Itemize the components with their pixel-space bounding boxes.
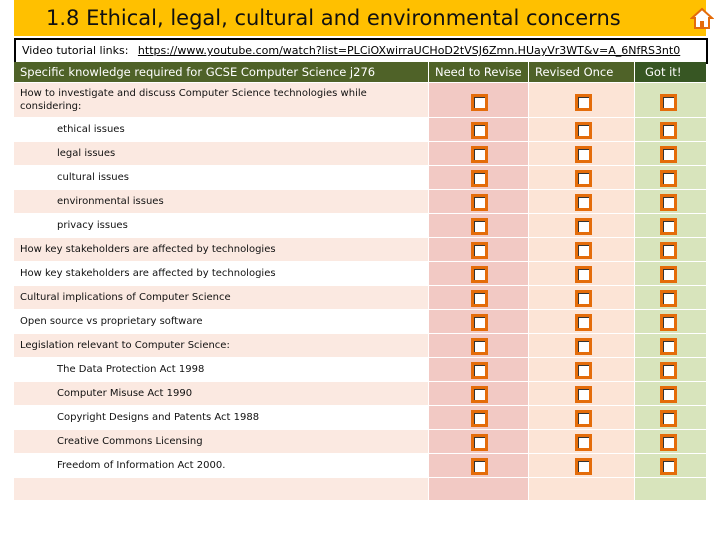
checkbox[interactable] xyxy=(471,146,488,163)
checkbox[interactable] xyxy=(575,410,592,427)
checkbox[interactable] xyxy=(471,218,488,235)
checkbox[interactable] xyxy=(471,290,488,307)
row-label: Open source vs proprietary software xyxy=(14,310,428,334)
link-label: Video tutorial links: xyxy=(22,44,129,57)
row-label: Copyright Designs and Patents Act 1988 xyxy=(14,406,428,430)
checkbox[interactable] xyxy=(471,386,488,403)
checkbox[interactable] xyxy=(660,122,677,139)
column-header: Revised Once xyxy=(528,62,634,82)
checkbox[interactable] xyxy=(575,290,592,307)
status-cell xyxy=(428,478,528,501)
home-icon[interactable] xyxy=(690,6,714,30)
video-link[interactable]: https://www.youtube.com/watch?list=PLCiO… xyxy=(137,44,681,57)
empty-row xyxy=(14,478,428,501)
checkbox[interactable] xyxy=(660,194,677,211)
row-label: Freedom of Information Act 2000. xyxy=(14,454,428,478)
checkbox[interactable] xyxy=(575,362,592,379)
row-label: Computer Misuse Act 1990 xyxy=(14,382,428,406)
checkbox[interactable] xyxy=(660,94,677,111)
checkbox[interactable] xyxy=(575,434,592,451)
checkbox[interactable] xyxy=(575,170,592,187)
row-label: privacy issues xyxy=(14,214,428,238)
row-label: Creative Commons Licensing xyxy=(14,430,428,454)
row-label: cultural issues xyxy=(14,166,428,190)
checkbox[interactable] xyxy=(575,146,592,163)
checkbox[interactable] xyxy=(575,458,592,475)
status-cell xyxy=(634,478,706,501)
checkbox[interactable] xyxy=(471,434,488,451)
checkbox[interactable] xyxy=(575,338,592,355)
link-row: Video tutorial links: https://www.youtub… xyxy=(14,38,708,64)
checkbox[interactable] xyxy=(660,146,677,163)
checkbox[interactable] xyxy=(660,290,677,307)
checkbox[interactable] xyxy=(660,458,677,475)
checkbox[interactable] xyxy=(660,266,677,283)
checkbox[interactable] xyxy=(471,170,488,187)
row-label: The Data Protection Act 1998 xyxy=(14,358,428,382)
checkbox[interactable] xyxy=(471,362,488,379)
checkbox[interactable] xyxy=(575,94,592,111)
checkbox[interactable] xyxy=(471,266,488,283)
checkbox[interactable] xyxy=(471,94,488,111)
row-label: ethical issues xyxy=(14,118,428,142)
checkbox[interactable] xyxy=(660,218,677,235)
checkbox[interactable] xyxy=(471,338,488,355)
checkbox[interactable] xyxy=(575,314,592,331)
checkbox[interactable] xyxy=(660,242,677,259)
title: 1.8 Ethical, legal, cultural and environ… xyxy=(46,6,621,30)
checkbox[interactable] xyxy=(575,242,592,259)
column-header: Got it! xyxy=(634,62,706,82)
row-label: environmental issues xyxy=(14,190,428,214)
checkbox[interactable] xyxy=(660,362,677,379)
checkbox[interactable] xyxy=(575,218,592,235)
checkbox[interactable] xyxy=(660,314,677,331)
checkbox[interactable] xyxy=(660,386,677,403)
row-label: Cultural implications of Computer Scienc… xyxy=(14,286,428,310)
checkbox[interactable] xyxy=(471,122,488,139)
title-bar: 1.8 Ethical, legal, cultural and environ… xyxy=(14,0,714,36)
column-header: Need to Revise xyxy=(428,62,528,82)
row-label: Legislation relevant to Computer Science… xyxy=(14,334,428,358)
checkbox[interactable] xyxy=(660,410,677,427)
row-label: How key stakeholders are affected by tec… xyxy=(14,238,428,262)
checkbox[interactable] xyxy=(471,314,488,331)
column-header: Specific knowledge required for GCSE Com… xyxy=(14,62,428,82)
checkbox[interactable] xyxy=(471,410,488,427)
checkbox[interactable] xyxy=(660,170,677,187)
checkbox[interactable] xyxy=(471,242,488,259)
row-label: How to investigate and discuss Computer … xyxy=(14,83,428,118)
checkbox[interactable] xyxy=(660,338,677,355)
checkbox[interactable] xyxy=(575,194,592,211)
row-label: How key stakeholders are affected by tec… xyxy=(14,262,428,286)
checkbox[interactable] xyxy=(471,458,488,475)
checkbox[interactable] xyxy=(575,266,592,283)
status-cell xyxy=(528,478,634,501)
checkbox[interactable] xyxy=(575,386,592,403)
checkbox[interactable] xyxy=(575,122,592,139)
checkbox[interactable] xyxy=(471,194,488,211)
row-label: legal issues xyxy=(14,142,428,166)
checkbox[interactable] xyxy=(660,434,677,451)
